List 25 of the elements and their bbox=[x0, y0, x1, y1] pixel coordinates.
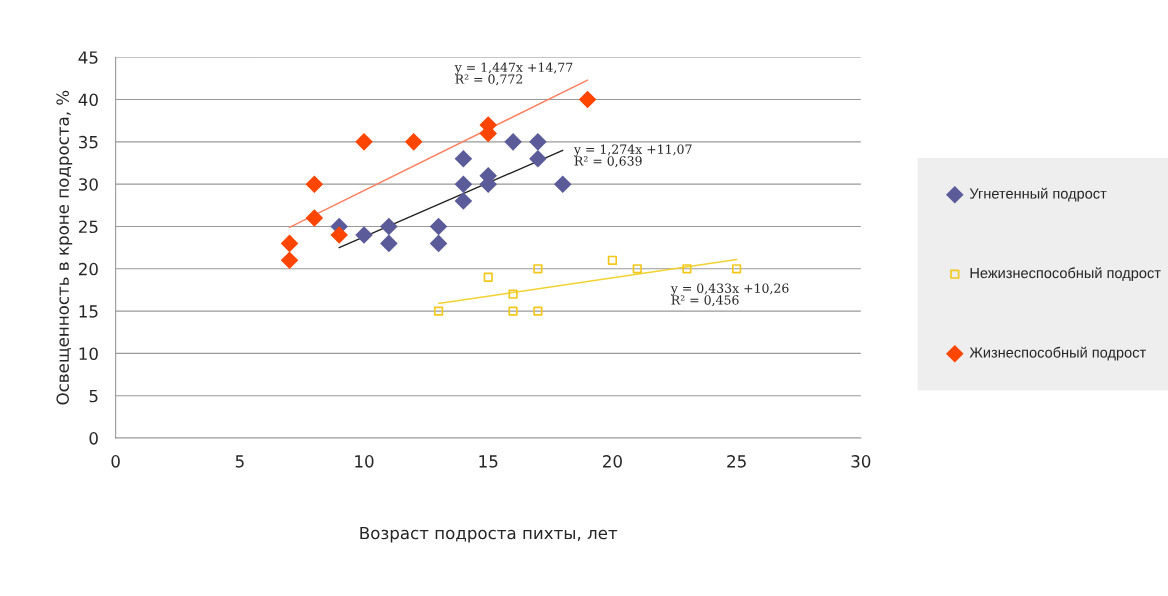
x-tick-label: 25 bbox=[727, 455, 746, 468]
x-tick-label: 15 bbox=[479, 455, 498, 468]
legend-label: Жизнеспособный подрост bbox=[969, 346, 1146, 361]
x-tick-label: 5 bbox=[235, 455, 244, 468]
legend-label: Нежизнеспособный подрост bbox=[970, 267, 1161, 282]
y-tick-label: 40 bbox=[78, 93, 98, 107]
y-tick-label: 30 bbox=[79, 178, 98, 191]
x-tick-label: 20 bbox=[603, 455, 622, 468]
y-tick-label: 45 bbox=[78, 51, 98, 64]
y-tick-label: 10 bbox=[79, 347, 98, 360]
annotation: y = 0,433x +10,26 R² = 0,456 bbox=[670, 283, 789, 307]
x-axis-title: Возраст подроста пихты, лет bbox=[360, 526, 618, 543]
y-axis-title: Освещенность в кроне подроста, % bbox=[56, 90, 73, 405]
annotation: y = 1,274x +11,07 R² = 0,639 bbox=[573, 144, 692, 168]
y-tick-label: 25 bbox=[78, 220, 98, 234]
y-tick-label: 20 bbox=[78, 262, 98, 276]
legend-label: Угнетенный подрост bbox=[969, 187, 1107, 202]
x-tick-label: 0 bbox=[111, 455, 120, 468]
y-tick-label: 0 bbox=[89, 432, 98, 445]
y-tick-label: 5 bbox=[89, 389, 98, 403]
x-tick-label: 30 bbox=[851, 455, 871, 468]
y-tick-label: 35 bbox=[79, 135, 98, 149]
y-tick-label: 15 bbox=[79, 305, 98, 318]
annotation: y = 1,447x +14,77 R² = 0,772 bbox=[454, 62, 573, 86]
x-tick-label: 10 bbox=[355, 455, 374, 468]
